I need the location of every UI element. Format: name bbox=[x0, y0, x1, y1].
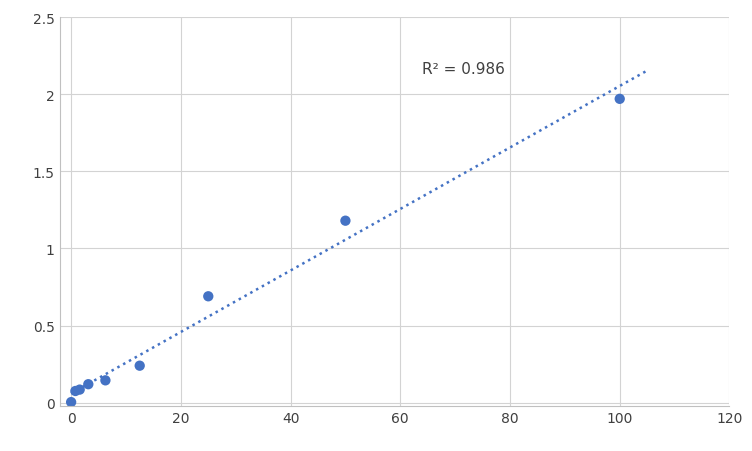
Point bbox=[134, 362, 146, 369]
Point bbox=[65, 399, 77, 406]
Point bbox=[74, 386, 86, 393]
Point bbox=[69, 387, 81, 395]
Point bbox=[99, 377, 111, 384]
Point bbox=[202, 293, 214, 300]
Point bbox=[339, 217, 351, 225]
Point bbox=[614, 96, 626, 103]
Point bbox=[82, 381, 94, 388]
Text: R² = 0.986: R² = 0.986 bbox=[422, 61, 505, 77]
